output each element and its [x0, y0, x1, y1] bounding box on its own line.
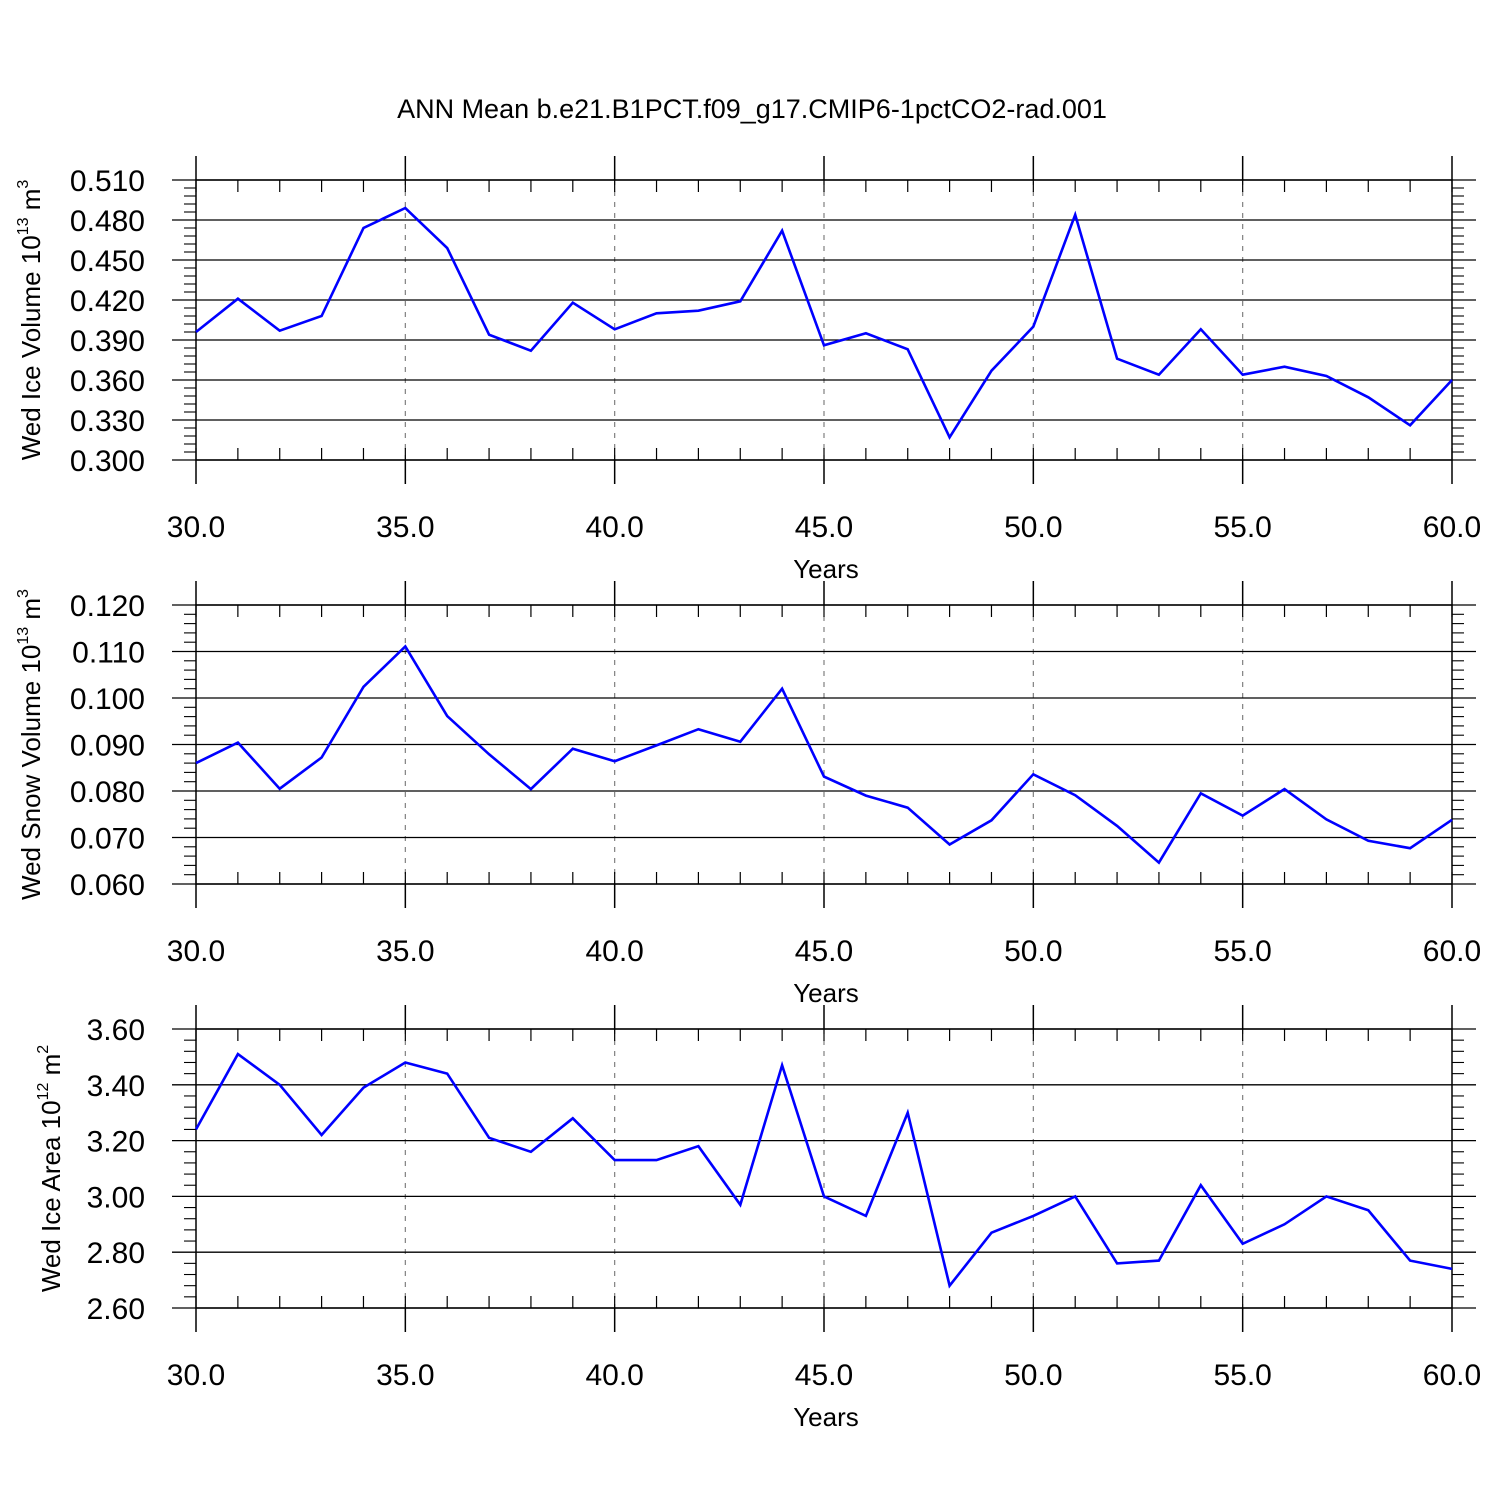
y-axis-label-superscript: 12 — [35, 1083, 52, 1101]
y-axis-label: Wed Ice Volume 1013 m3 — [15, 180, 46, 461]
y-tick-label: 0.330 — [70, 405, 145, 438]
x-tick-label: 30.0 — [167, 935, 225, 968]
x-tick-label: 30.0 — [167, 511, 225, 544]
y-axis-label-superscript: 13 — [15, 217, 32, 235]
y-tick-label: 0.510 — [70, 165, 145, 198]
y-tick-label: 0.100 — [70, 683, 145, 716]
series-line — [194, 1052, 1453, 1289]
x-axis-label: Years — [793, 554, 859, 584]
x-tick-label: 60.0 — [1423, 1359, 1481, 1392]
y-tick-label: 3.00 — [87, 1181, 145, 1214]
y-tick-label: 0.070 — [70, 823, 145, 856]
x-tick-label: 40.0 — [585, 935, 643, 968]
y-tick-label: 0.080 — [70, 776, 145, 809]
x-tick-label: 35.0 — [376, 935, 434, 968]
y-tick-label: 3.40 — [87, 1070, 145, 1103]
y-tick-label: 0.090 — [70, 730, 145, 763]
y-axis-label-superscript: 2 — [35, 1045, 52, 1054]
y-axis-label: Wed Snow Volume 1013 m3 — [15, 589, 46, 900]
y-axis-label-part: Wed Ice Area 10 — [36, 1100, 66, 1292]
y-axis-label-part: Wed Ice Volume 10 — [16, 235, 46, 460]
x-tick-label: 45.0 — [795, 935, 853, 968]
figure-title: ANN Mean b.e21.B1PCT.f09_g17.CMIP6-1pctC… — [397, 94, 1107, 124]
x-tick-label: 30.0 — [167, 1359, 225, 1392]
y-tick-label: 3.20 — [87, 1126, 145, 1159]
y-axis-label-superscript: 3 — [15, 180, 32, 189]
y-tick-label: 0.120 — [70, 590, 145, 623]
y-axis-label-part: m — [16, 598, 46, 627]
chart-panel-1: 30.0 35.0 40.0 45.0 50.0 55.0 60.0 0.300 0.330 0.… — [15, 156, 1481, 584]
plot-frame — [195, 1028, 1453, 1309]
series-line — [195, 644, 1453, 865]
x-tick-label: 50.0 — [1004, 511, 1062, 544]
chart-panel-2: 30.0 35.0 40.0 45.0 50.0 55.0 60.0 0.060 0.070 0.… — [15, 581, 1481, 1008]
x-tick-label: 60.0 — [1423, 511, 1481, 544]
x-tick-label: 35.0 — [376, 1359, 434, 1392]
series-line — [195, 206, 1453, 440]
y-axis-label-superscript: 13 — [15, 627, 32, 645]
y-tick-label: 0.360 — [70, 365, 145, 398]
x-tick-label: 50.0 — [1004, 1359, 1062, 1392]
x-tick-label: 55.0 — [1213, 935, 1271, 968]
panels: 30.0 35.0 40.0 45.0 50.0 55.0 60.0 0.300 0.330 0.… — [15, 156, 1481, 1432]
x-tick-label: 60.0 — [1423, 935, 1481, 968]
plot-frame — [195, 604, 1453, 885]
y-axis-label-part: m — [36, 1054, 66, 1083]
x-tick-label: 50.0 — [1004, 935, 1062, 968]
x-tick-label: 40.0 — [585, 1359, 643, 1392]
y-axis-label-part: Wed Snow Volume 10 — [16, 645, 46, 900]
chart-panel-3: 30.0 35.0 40.0 45.0 50.0 55.0 60.0 2.60 2.80 3.00… — [35, 1005, 1481, 1432]
y-tick-label: 2.60 — [87, 1293, 145, 1326]
y-tick-label: 2.80 — [87, 1237, 145, 1270]
y-tick-label: 3.60 — [87, 1014, 145, 1047]
y-tick-label: 0.420 — [70, 285, 145, 318]
y-axis-label: Wed Ice Area 1012 m2 — [35, 1045, 66, 1292]
y-tick-label: 0.480 — [70, 205, 145, 238]
y-tick-label: 0.450 — [70, 245, 145, 278]
y-axis-label-superscript: 3 — [15, 589, 32, 598]
x-tick-label: 35.0 — [376, 511, 434, 544]
x-tick-label: 55.0 — [1213, 1359, 1271, 1392]
plot-frame — [195, 179, 1453, 461]
x-tick-label: 45.0 — [795, 511, 853, 544]
x-tick-label: 45.0 — [795, 1359, 853, 1392]
y-axis-label-part: m — [16, 189, 46, 218]
x-tick-label: 40.0 — [585, 511, 643, 544]
x-tick-label: 55.0 — [1213, 511, 1271, 544]
y-tick-label: 0.300 — [70, 445, 145, 478]
y-tick-label: 0.390 — [70, 325, 145, 358]
y-tick-label: 0.110 — [72, 637, 145, 670]
x-axis-label: Years — [793, 978, 859, 1008]
x-axis-label: Years — [793, 1402, 859, 1432]
y-tick-label: 0.060 — [70, 869, 145, 902]
